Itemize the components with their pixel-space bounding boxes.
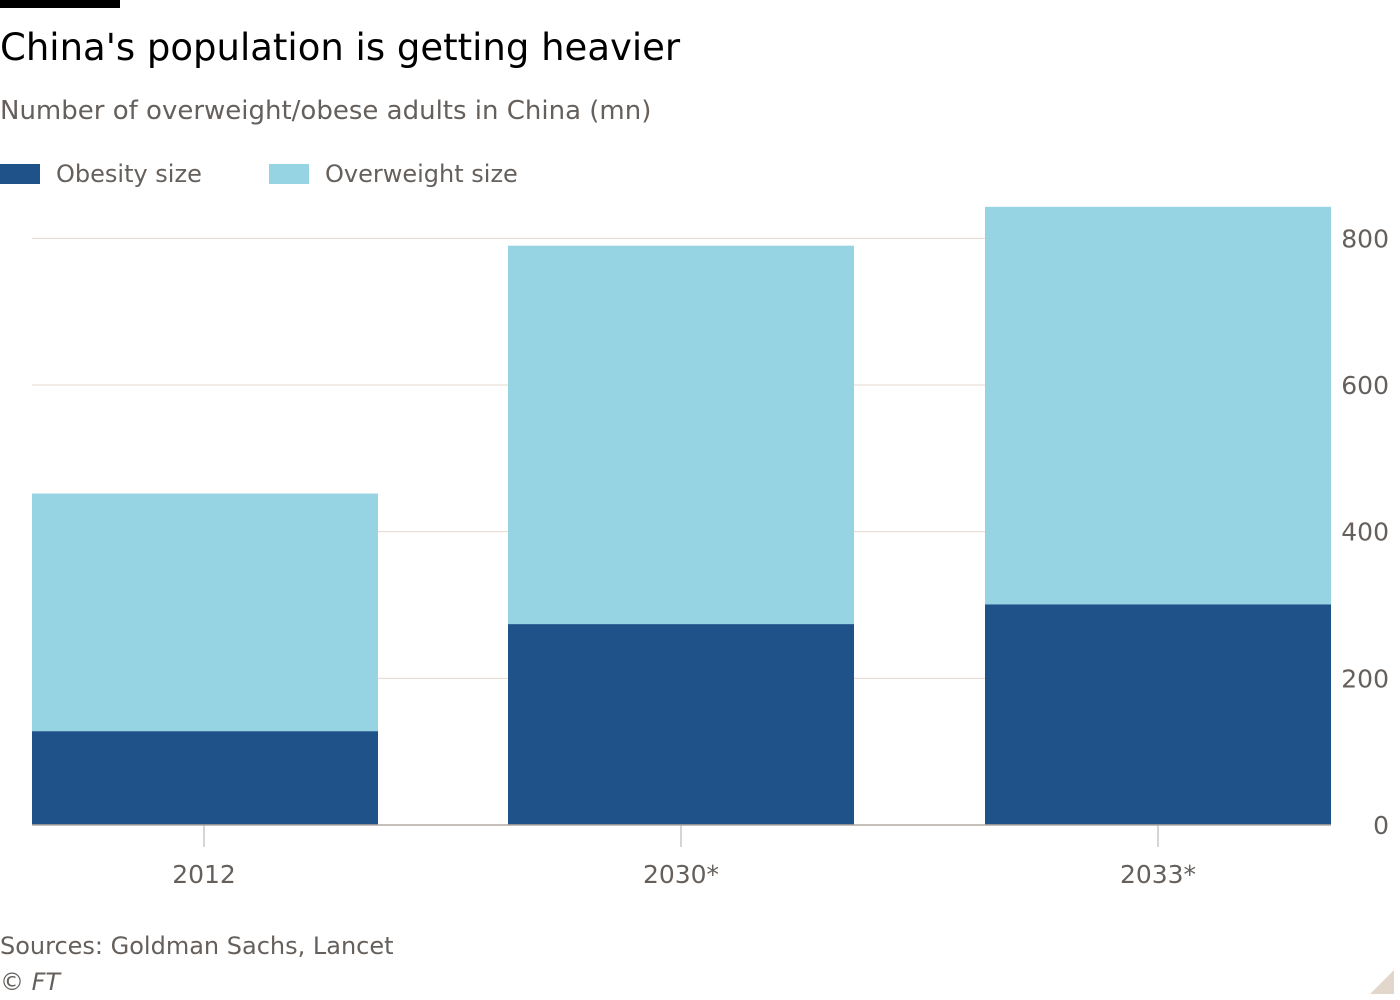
bar-segment-obesity <box>508 624 854 825</box>
y-tick-label: 0 <box>1373 811 1389 840</box>
y-tick-label: 400 <box>1341 518 1389 547</box>
y-tick-label: 800 <box>1341 224 1389 253</box>
chart-title: China's population is getting heavier <box>0 26 681 69</box>
legend-label-obesity: Obesity size <box>56 160 202 188</box>
bar-segment-overweight <box>508 245 854 625</box>
bar-chart: 0 200 400 600 800 2012 2030* 2033* <box>32 206 1389 889</box>
legend-swatch-overweight <box>269 164 309 184</box>
source-note: Sources: Goldman Sachs, Lancet <box>0 932 394 960</box>
legend-swatch-obesity <box>0 164 40 184</box>
x-tick-label: 2030* <box>643 860 719 889</box>
corner-fold-icon <box>1370 970 1394 994</box>
legend-item-overweight: Overweight size <box>269 160 518 188</box>
bar-segment-obesity <box>985 604 1331 825</box>
legend-label-overweight: Overweight size <box>325 160 518 188</box>
bar-segment-overweight <box>985 206 1331 605</box>
top-rule <box>0 0 120 8</box>
bar-segment-obesity <box>32 731 378 825</box>
x-tick-label: 2012 <box>172 860 236 889</box>
legend-item-obesity: Obesity size <box>0 160 202 188</box>
y-tick-label: 600 <box>1341 371 1389 400</box>
chart-subtitle: Number of overweight/obese adults in Chi… <box>0 96 652 126</box>
y-tick-label: 200 <box>1341 664 1389 693</box>
x-tick-label: 2033* <box>1120 860 1196 889</box>
ft-credit: © FT <box>0 968 61 996</box>
bar-segment-overweight <box>32 493 378 732</box>
